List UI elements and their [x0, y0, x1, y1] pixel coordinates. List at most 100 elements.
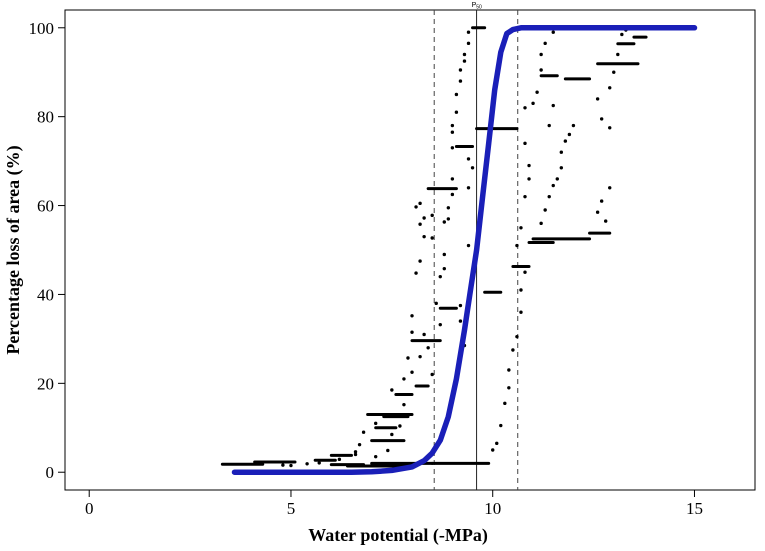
data-point [620, 32, 624, 37]
data-point [454, 110, 459, 114]
data-point [499, 423, 503, 428]
data-point [458, 68, 463, 72]
data-point [595, 97, 600, 101]
fitted-curve [231, 25, 698, 475]
data-point [595, 210, 600, 214]
data-point [551, 183, 555, 188]
data-point [446, 206, 451, 210]
data-point [430, 213, 434, 218]
data-point [418, 259, 422, 263]
y-axis: 0 20 40 60 80 100 [29, 19, 65, 482]
data-point [563, 139, 568, 143]
data-point [317, 461, 321, 465]
data-point [458, 79, 463, 83]
data-point [418, 354, 422, 359]
data-point [462, 59, 467, 63]
data-point [547, 194, 551, 199]
x-tick-label: 15 [686, 499, 703, 518]
data-point [515, 243, 519, 248]
data-point [519, 288, 523, 292]
data-point [305, 462, 309, 466]
data-point [503, 401, 507, 406]
data-point [430, 372, 434, 377]
data-point [466, 30, 471, 34]
p50-annotation: P50 [472, 2, 482, 11]
data-point [551, 103, 555, 108]
data-point [361, 430, 366, 434]
data-point [507, 368, 511, 372]
data-point [418, 222, 422, 226]
y-tick-label: 0 [46, 463, 55, 482]
data-point [515, 334, 519, 339]
data-point [410, 370, 414, 374]
data-point [426, 346, 430, 350]
data-point [434, 301, 438, 306]
data-point [495, 441, 499, 446]
data-point [414, 271, 418, 275]
data-point [438, 322, 442, 327]
data-point [599, 199, 604, 203]
data-point [410, 314, 414, 318]
data-point [604, 219, 608, 223]
data-point [491, 448, 495, 452]
data-point [470, 166, 475, 170]
data-point [410, 330, 414, 334]
data-point [442, 266, 446, 271]
data-point [353, 452, 358, 457]
data-point [337, 457, 342, 462]
data-point [539, 68, 543, 72]
x-axis: 0 5 10 15 [85, 490, 703, 518]
data-point [398, 424, 402, 428]
data-point [616, 52, 620, 57]
data-point [559, 150, 564, 154]
data-segments [220, 26, 648, 468]
data-point [446, 217, 451, 221]
data-point [466, 243, 471, 248]
data-point [402, 377, 406, 381]
x-tick-label: 10 [484, 499, 501, 518]
data-point [458, 319, 463, 323]
data-point [442, 252, 446, 257]
y-tick-label: 40 [37, 285, 54, 304]
data-point [571, 123, 576, 128]
data-point [531, 101, 535, 106]
data-point [418, 201, 422, 206]
data-point [551, 30, 555, 34]
data-point [527, 163, 531, 168]
data-point [357, 442, 362, 447]
data-point [527, 177, 531, 181]
data-point [289, 463, 293, 468]
data-point [547, 123, 551, 128]
data-point [450, 192, 455, 197]
data-point [414, 205, 418, 209]
data-point [442, 220, 446, 224]
x-tick-label: 5 [287, 499, 296, 518]
y-tick-label: 60 [37, 197, 54, 216]
data-point [406, 356, 410, 360]
data-point [466, 41, 471, 46]
y-tick-label: 100 [29, 19, 55, 38]
data-point [507, 386, 511, 390]
data-point [422, 332, 426, 337]
data-point [458, 303, 463, 308]
data-point [422, 216, 426, 220]
data-point [599, 117, 604, 121]
data-point [511, 348, 515, 352]
fitted-curve-line [231, 25, 698, 475]
data-point [466, 157, 471, 161]
data-point [450, 123, 455, 128]
data-point [539, 221, 543, 226]
x-axis-title: Water potential (-MPa) [308, 525, 488, 546]
data-point [523, 194, 527, 199]
data-point [353, 450, 358, 454]
data-point [466, 186, 471, 190]
data-point [390, 388, 394, 392]
data-point [374, 421, 378, 426]
data-point [523, 106, 527, 110]
data-point [462, 52, 467, 57]
data-point [450, 177, 455, 181]
data-point [281, 463, 285, 467]
data-point [402, 402, 406, 407]
data-point [612, 70, 616, 74]
y-axis-title: Percentage loss of area (%) [3, 145, 24, 354]
